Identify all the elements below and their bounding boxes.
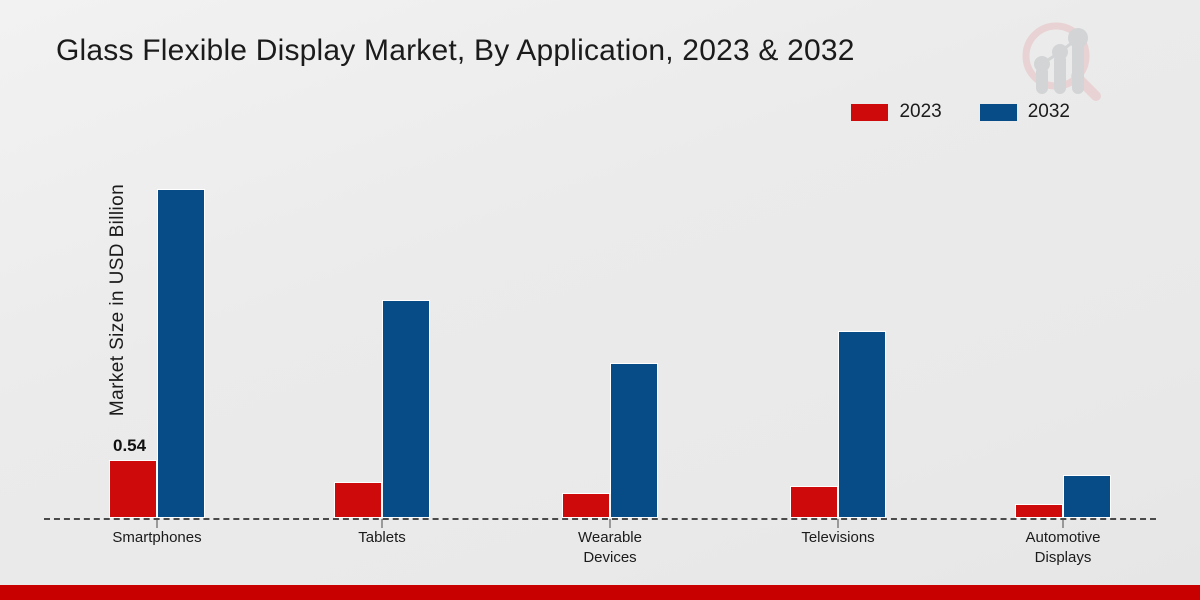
x-axis-label-line: Displays: [1034, 549, 1092, 566]
bar-2032-tablets[interactable]: [382, 300, 430, 518]
plot-area: [44, 150, 1156, 528]
x-axis-label-line: Devices: [583, 549, 637, 566]
bar-value-label: 0.54: [113, 435, 147, 455]
bar-group: [788, 150, 888, 528]
x-axis-label-tablets: Tablets: [282, 528, 482, 548]
legend-swatch-2032: [979, 103, 1017, 121]
x-axis-tick: [156, 519, 158, 528]
legend-label-2032: 2032: [1027, 101, 1070, 122]
legend-item-2023[interactable]: 2023: [851, 101, 942, 123]
magnifier-bar-chart-logo-icon: [1012, 12, 1108, 108]
x-axis-label-smartphones: Smartphones: [57, 528, 257, 548]
x-axis-baseline: [44, 518, 1156, 520]
bar-2032-smartphones[interactable]: [157, 188, 205, 518]
bar-2032-televisions[interactable]: [838, 330, 886, 518]
x-axis-label-line: Wearable: [578, 529, 642, 546]
x-axis-tick: [1062, 519, 1064, 528]
x-axis-label-wearable-devices: Wearable Devices: [510, 528, 710, 568]
legend-swatch-2023: [851, 103, 889, 121]
x-axis-label-line: Automotive: [1025, 529, 1101, 546]
x-axis-tick: [381, 519, 383, 528]
bar-2023-televisions[interactable]: [790, 485, 838, 518]
chart-legend: 2023 2032: [851, 101, 1070, 123]
bar-2023-smartphones[interactable]: [109, 459, 157, 518]
bar-2023-tablets[interactable]: [334, 482, 382, 518]
x-axis-tick: [837, 519, 839, 528]
bar-2032-wearable-devices[interactable]: [610, 363, 658, 518]
x-axis-label-line: Smartphones: [112, 529, 202, 546]
x-axis-label-televisions: Televisions: [738, 528, 938, 548]
x-axis-label-line: Televisions: [801, 529, 875, 546]
bar-2023-wearable-devices[interactable]: [562, 493, 610, 518]
bar-2023-automotive-displays[interactable]: [1015, 503, 1063, 518]
bar-group: [107, 150, 207, 528]
chart-title: Glass Flexible Display Market, By Applic…: [56, 34, 855, 67]
bar-group: [1013, 150, 1113, 528]
bar-group: [332, 150, 432, 528]
legend-label-2023: 2023: [899, 101, 942, 122]
footer-bar: [0, 585, 1200, 600]
x-axis-label-automotive-displays: Automotive Displays: [963, 528, 1163, 568]
bar-group: [560, 150, 660, 528]
x-axis-label-line: Tablets: [358, 529, 406, 546]
x-axis-tick: [609, 519, 611, 528]
legend-item-2032[interactable]: 2032: [979, 101, 1070, 123]
bar-2032-automotive-displays[interactable]: [1063, 474, 1111, 518]
